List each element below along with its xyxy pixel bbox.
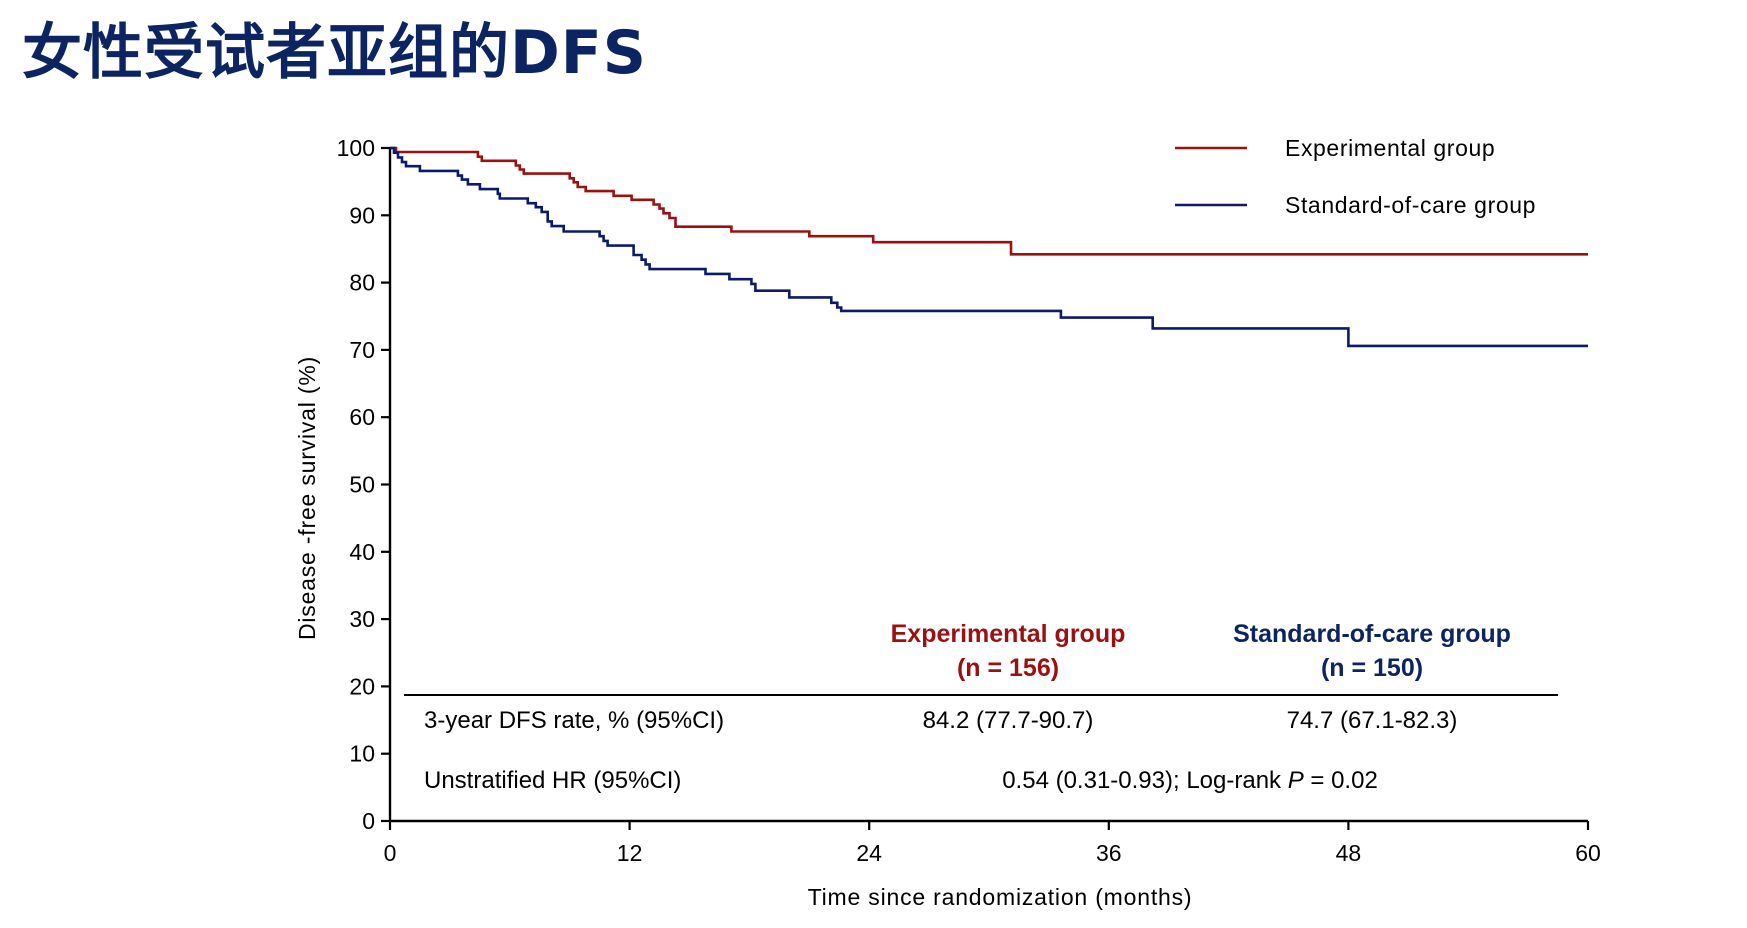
y-tick-label: 100 bbox=[337, 135, 375, 161]
y-tick-label: 60 bbox=[349, 404, 375, 430]
y-tick-label: 50 bbox=[349, 472, 375, 498]
y-tick-label: 0 bbox=[362, 808, 375, 834]
series-line-standard bbox=[390, 146, 1588, 348]
y-tick-label: 40 bbox=[349, 539, 375, 565]
slide-title: 女性受试者亚组的DFS bbox=[22, 18, 648, 88]
legend-item-experimental[interactable]: Experimental group bbox=[1175, 135, 1495, 161]
row-hr-label: Unstratified HR (95%CI) bbox=[424, 767, 681, 794]
y-tick-label: 80 bbox=[349, 270, 375, 296]
summary-table: Experimental group (n = 156) Standard-of… bbox=[404, 620, 1558, 794]
x-tick-label: 60 bbox=[1575, 840, 1601, 866]
y-tick-label: 70 bbox=[349, 337, 375, 363]
row-hr-p-label: P bbox=[1288, 767, 1304, 794]
series-line-experimental bbox=[390, 146, 1588, 256]
x-tick-label: 12 bbox=[617, 840, 643, 866]
table-subheader-experimental: (n = 156) bbox=[957, 654, 1059, 682]
row-dfs-standard: 74.7 (67.1-82.3) bbox=[1287, 707, 1458, 734]
table-header-standard: Standard-of-care group bbox=[1233, 620, 1511, 648]
x-tick-label: 0 bbox=[384, 840, 397, 866]
row-hr-value: 0.54 (0.31-0.93); Log-rank P = 0.02 bbox=[1002, 767, 1378, 794]
legend: Experimental group Standard-of-care grou… bbox=[1175, 135, 1536, 218]
y-tick-label: 10 bbox=[349, 741, 375, 767]
legend-label-experimental: Experimental group bbox=[1285, 135, 1495, 161]
y-axis-title: Disease -free survival (%) bbox=[294, 356, 320, 640]
row-dfs-experimental: 84.2 (77.7-90.7) bbox=[923, 707, 1094, 734]
y-tick-label: 90 bbox=[349, 202, 375, 228]
row-hr-prefix: 0.54 (0.31-0.93); Log-rank bbox=[1002, 767, 1288, 794]
y-ticks: 0 10 20 30 40 50 60 70 80 90 100 bbox=[337, 135, 390, 834]
table-header-experimental: Experimental group bbox=[891, 620, 1126, 648]
y-tick-label: 20 bbox=[349, 673, 375, 699]
row-dfs-label: 3-year DFS rate, % (95%CI) bbox=[424, 707, 724, 734]
table-subheader-standard: (n = 150) bbox=[1321, 654, 1423, 682]
row-hr-p-value: = 0.02 bbox=[1304, 767, 1378, 794]
x-tick-label: 24 bbox=[856, 840, 882, 866]
legend-label-standard: Standard-of-care group bbox=[1285, 192, 1536, 218]
series-layer bbox=[390, 146, 1588, 348]
legend-item-standard[interactable]: Standard-of-care group bbox=[1175, 192, 1536, 218]
x-axis-title: Time since randomization (months) bbox=[808, 884, 1193, 910]
x-ticks: 0 12 24 36 48 60 bbox=[384, 821, 1601, 866]
x-tick-label: 48 bbox=[1336, 840, 1362, 866]
x-tick-label: 36 bbox=[1096, 840, 1122, 866]
y-tick-label: 30 bbox=[349, 606, 375, 632]
